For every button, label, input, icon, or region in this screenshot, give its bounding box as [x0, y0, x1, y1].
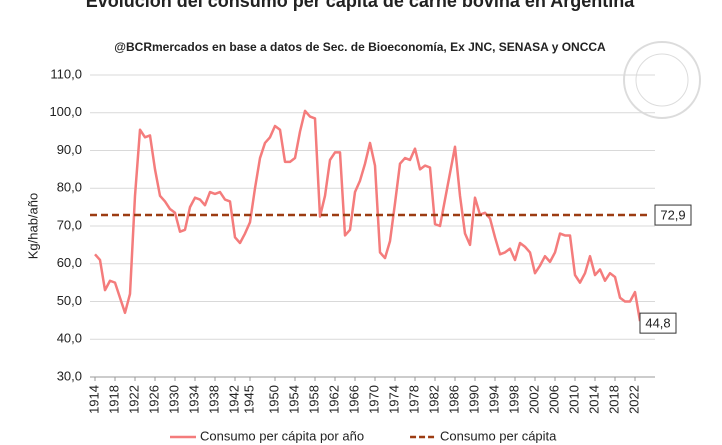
- x-tick-label: 2018: [606, 385, 621, 414]
- x-tick-label: 1990: [466, 385, 481, 414]
- x-tick-label: 1998: [506, 385, 521, 414]
- watermark: [623, 41, 701, 119]
- label-box: [654, 204, 692, 226]
- x-tick-label: 1994: [486, 385, 501, 414]
- x-tick-label: 1954: [286, 385, 301, 414]
- y-tick-label: 100,0: [49, 104, 82, 119]
- x-tick-label: 2014: [586, 385, 601, 414]
- x-tick-label: 2010: [566, 385, 581, 414]
- y-tick-label: 60,0: [57, 255, 82, 270]
- x-tick-label: 2006: [546, 385, 561, 414]
- x-tick-label: 1962: [326, 385, 341, 414]
- y-tick-label: 40,0: [57, 331, 82, 346]
- x-tick-label: 1926: [146, 385, 161, 414]
- x-tick-label: 1966: [346, 385, 361, 414]
- x-tick-label: 1950: [266, 385, 281, 414]
- x-tick-label: 1938: [206, 385, 221, 414]
- x-tick-label: 1918: [106, 385, 121, 414]
- y-tick-label: 70,0: [57, 217, 82, 232]
- x-tick-label: 1930: [166, 385, 181, 414]
- x-tick-label: 1958: [306, 385, 321, 414]
- y-tick-label: 50,0: [57, 293, 82, 308]
- chart-subtitle: @BCRmercados en base a datos de Sec. de …: [114, 40, 606, 54]
- data-label: 44,8: [645, 316, 670, 331]
- x-tick-label: 1934: [186, 385, 201, 414]
- y-axis-label: Kg/hab/año: [25, 193, 40, 260]
- x-tick-label: 1978: [406, 385, 421, 414]
- legend-label: Consumo per cápita: [440, 428, 557, 443]
- legend-label: Consumo per cápita por año: [200, 428, 364, 443]
- chart-title: Evolución del consumo per cápita de carn…: [86, 0, 635, 11]
- x-tick-label: 1986: [446, 385, 461, 414]
- x-tick-label: 1945: [241, 385, 256, 414]
- y-tick-label: 80,0: [57, 180, 82, 195]
- y-tick-label: 30,0: [57, 368, 82, 383]
- label-box: [639, 312, 677, 334]
- x-tick-label: 2002: [526, 385, 541, 414]
- y-tick-label: 90,0: [57, 142, 82, 157]
- x-tick-label: 1942: [226, 385, 241, 414]
- y-tick-label: 110,0: [50, 66, 82, 81]
- x-tick-label: 1970: [366, 385, 381, 414]
- x-tick-label: 1922: [126, 385, 141, 414]
- x-tick-label: 2022: [626, 385, 641, 414]
- data-line: [94, 109, 642, 322]
- reference-label: 72,9: [660, 207, 685, 222]
- x-tick-label: 1974: [386, 385, 401, 414]
- x-tick-label: 1982: [426, 385, 441, 414]
- x-tick-label: 1914: [86, 385, 101, 414]
